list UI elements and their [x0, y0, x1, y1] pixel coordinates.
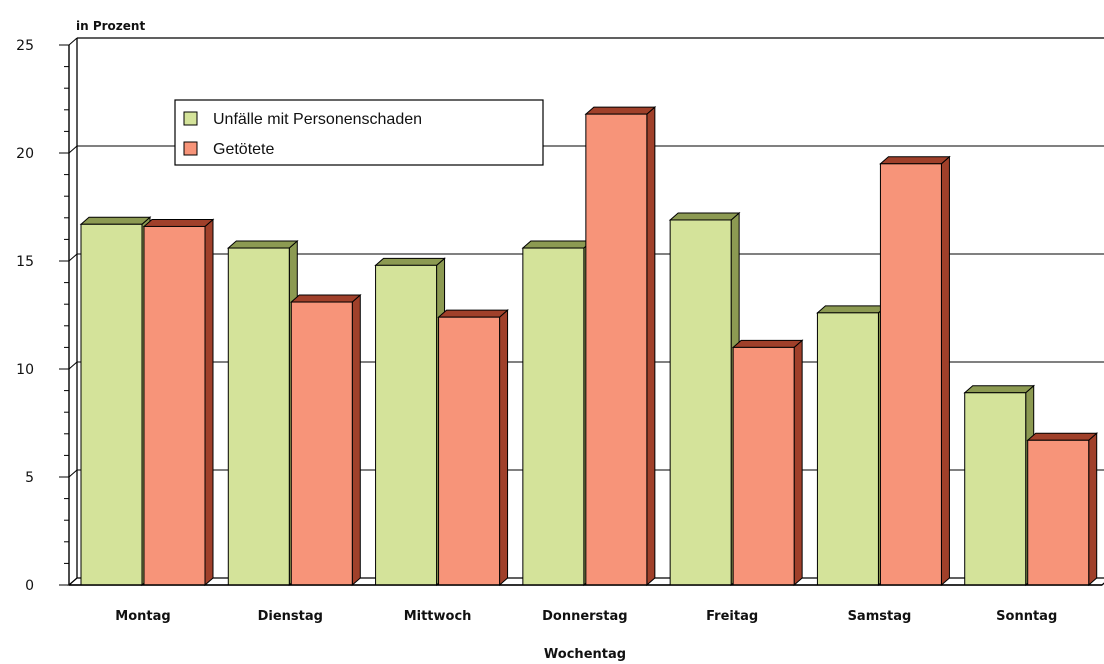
bar-front	[732, 346, 795, 586]
y-tick-label: 10	[16, 362, 34, 378]
bar	[963, 384, 1036, 587]
legend-swatch	[183, 141, 198, 156]
gridline-depth	[68, 469, 78, 478]
x-tick-label: Sonntag	[996, 609, 1057, 624]
bar-front	[290, 301, 353, 586]
bar-top	[374, 257, 446, 266]
gridline-depth	[68, 37, 78, 46]
y-tick-label: 5	[25, 470, 34, 486]
bar-top	[963, 385, 1036, 394]
gridline-depth	[68, 145, 78, 154]
x-tick-label: Montag	[115, 609, 170, 624]
bar-side	[499, 309, 509, 587]
legend-box	[174, 99, 544, 166]
x-tick-label: Dienstag	[258, 609, 323, 624]
unit-label: in Prozent	[76, 19, 145, 33]
bar	[1026, 432, 1099, 587]
bar-front	[585, 113, 648, 586]
x-axis-title: Wochentag	[544, 647, 626, 662]
bar	[79, 216, 152, 587]
bar-top	[816, 305, 888, 314]
bar-front	[522, 247, 585, 586]
bar-top	[437, 309, 509, 318]
bar-front	[669, 219, 732, 586]
bar-front	[80, 223, 143, 586]
y-tick-label: 20	[16, 146, 34, 162]
bar-side	[1088, 432, 1098, 587]
bar-top	[1026, 432, 1099, 441]
bar-side	[204, 218, 214, 587]
bar-front	[879, 163, 942, 586]
bar	[289, 293, 362, 587]
bar-front	[143, 225, 206, 586]
bar	[879, 155, 951, 587]
bar-front	[438, 316, 501, 586]
bar-top	[668, 212, 741, 221]
bar-front	[1027, 439, 1090, 586]
bar-top	[226, 240, 299, 249]
x-tick-label: Donnerstag	[542, 609, 628, 624]
bars	[79, 106, 1099, 587]
bar-top	[879, 156, 951, 165]
bar	[584, 106, 657, 587]
bar	[226, 239, 299, 587]
y-tick-label: 15	[16, 254, 34, 270]
bar-top	[79, 216, 152, 225]
gridline-depth	[68, 361, 78, 370]
bar-front	[964, 392, 1027, 586]
bar	[816, 304, 888, 587]
legend-label: Unfälle mit Personenschaden	[213, 111, 422, 128]
bar-side	[940, 155, 950, 587]
bar-side	[351, 293, 361, 587]
bar-top	[731, 339, 804, 348]
y-tick-label: 0	[25, 578, 34, 594]
legend-swatch	[183, 111, 198, 126]
bar-front	[227, 247, 290, 586]
bar	[374, 257, 446, 587]
x-tick-label: Samstag	[848, 609, 912, 624]
x-tick-label: Freitag	[706, 609, 758, 624]
bar-side	[646, 106, 656, 587]
bar	[142, 218, 215, 587]
bar-front	[816, 312, 879, 586]
y-tick-label: 25	[16, 38, 34, 54]
gridline-depth	[68, 253, 78, 262]
bar	[731, 339, 804, 587]
bar	[521, 239, 594, 587]
x-tick-label: Mittwoch	[404, 609, 472, 624]
bar-side	[793, 339, 803, 587]
legend-label: Getötete	[213, 141, 274, 158]
bar-top	[142, 218, 215, 227]
bar-top	[289, 294, 362, 303]
legend: Unfälle mit Personenschaden Getötete	[174, 99, 544, 166]
bar	[437, 309, 509, 587]
bar	[668, 211, 741, 587]
bar-top	[521, 240, 594, 249]
bar-top	[584, 106, 657, 115]
bar-front	[375, 264, 438, 586]
y-axis: 0 5 10 15 20 25	[16, 38, 70, 594]
x-axis: Montag Dienstag Mittwoch Donnerstag Freitag S…	[69, 584, 1102, 624]
